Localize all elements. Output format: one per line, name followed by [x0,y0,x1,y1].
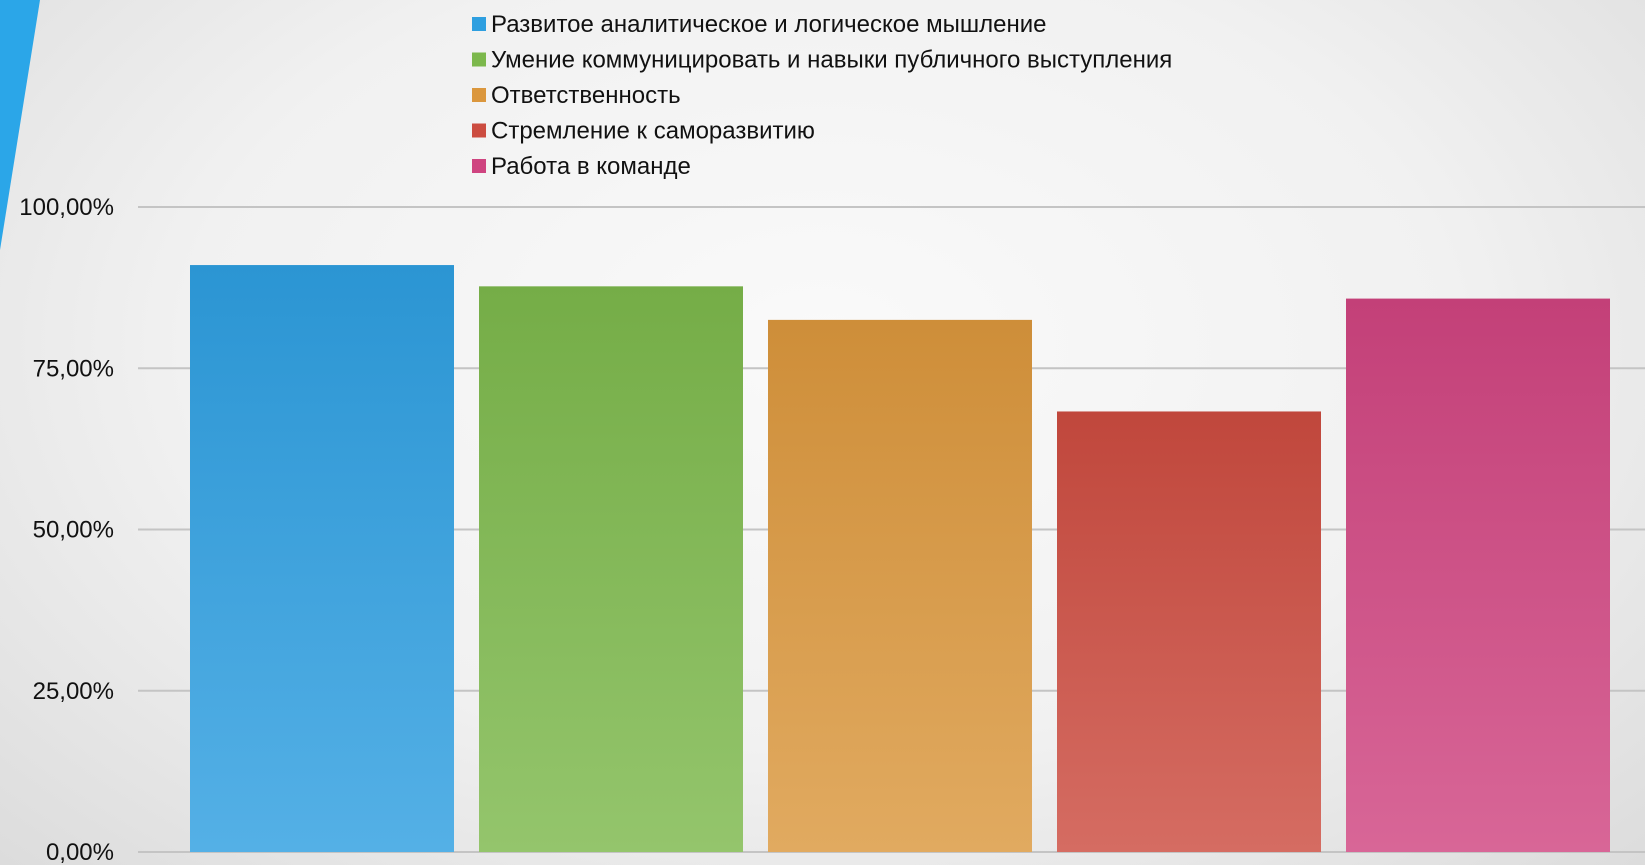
y-axis: 0,00% 25,00% 50,00% 75,00% 100,00% [19,194,114,865]
y-tick-label: 0,00% [46,839,114,865]
legend-swatch [472,52,486,67]
legend-swatch [472,17,486,31]
bar-1 [190,265,454,852]
legend-label: Работа в команде [491,153,691,180]
bar-2 [479,286,743,853]
legend-label: Стремление к саморазвитию [491,118,815,145]
legend-label: Умение коммуницировать и навыки публично… [491,47,1172,74]
legend-label: Ответственность [491,82,681,109]
bars [190,265,1610,853]
legend: Развитое аналитическое и логическое мышл… [472,11,1172,180]
bar-5 [1346,298,1610,853]
legend-swatch [472,88,486,102]
y-tick-label: 100,00% [19,194,114,221]
y-tick-label: 75,00% [33,355,114,382]
bar-4 [1057,411,1321,852]
legend-swatch [472,159,486,173]
y-tick-label: 25,00% [33,678,114,705]
legend-label: Развитое аналитическое и логическое мышл… [491,11,1046,38]
y-tick-label: 50,00% [33,517,114,544]
bar-3 [768,319,1032,852]
legend-swatch [472,123,486,138]
